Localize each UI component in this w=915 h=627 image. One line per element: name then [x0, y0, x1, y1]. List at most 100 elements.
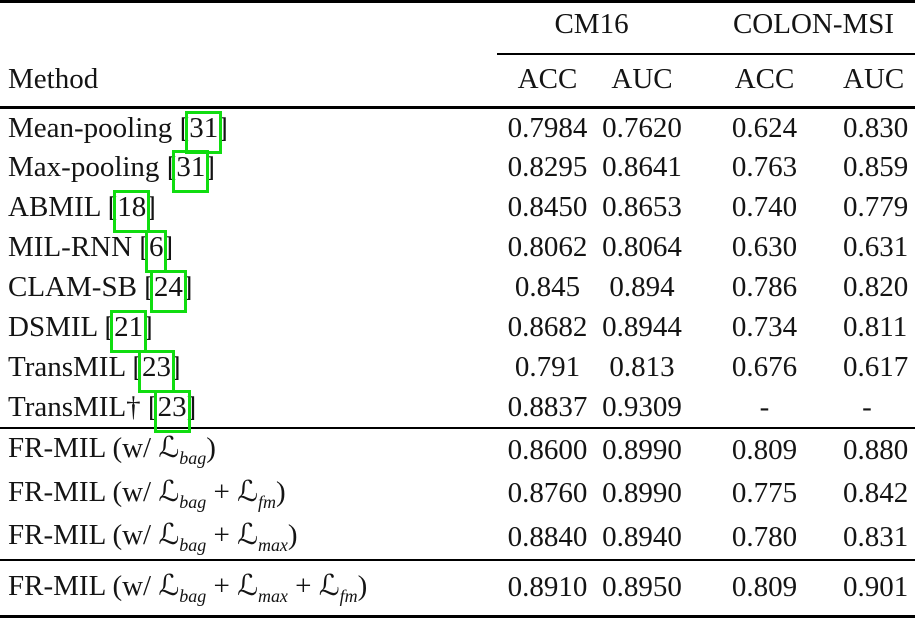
value-cell: 0.8950 — [602, 571, 682, 604]
citation-link[interactable]: [21] — [104, 310, 153, 354]
citation-highlight-box-icon — [153, 389, 191, 433]
method-cell: FR-MIL (w/ ℒbag + ℒmax) — [8, 517, 298, 556]
citation-number: 31 — [185, 110, 223, 154]
value-cell: 0.845 — [514, 271, 581, 304]
method-header: Method — [8, 63, 99, 96]
value-cell: 0.8837 — [507, 390, 588, 423]
citation-number: 31 — [172, 150, 210, 194]
table-row: FR-MIL (w/ ℒbag + ℒfm) 0.8760 0.8990 0.775 0… — [0, 472, 915, 516]
method-cell: Max-pooling [31] — [0, 148, 497, 194]
table-row: FR-MIL (w/ ℒbag + ℒmax) 0.8840 0.8940 0.780… — [0, 516, 915, 560]
value-cell: 0.8990 — [602, 477, 682, 510]
citation-number: 18 — [113, 190, 151, 234]
citation-number: 21 — [110, 310, 148, 354]
citation-link[interactable]: [18] — [108, 190, 156, 234]
frmil-full-row-group: FR-MIL (w/ ℒbag + ℒmax + ℒfm) 0.8910 0.895… — [0, 560, 915, 617]
loss-symbol: ℒ — [318, 568, 340, 603]
table-row: TransMIL† [23] 0.8837 0.9309 - - — [0, 388, 915, 433]
baseline-rows-group: Mean-pooling [31] 0.7984 0.7620 0.624 0.830 M… — [0, 108, 915, 433]
loss-subscript: bag — [179, 491, 207, 512]
table-row: Max-pooling [31] 0.8295 0.8641 0.763 0.859 — [0, 148, 915, 194]
citation-number: 23 — [138, 350, 176, 394]
col-group-cm16: CM16 — [497, 1, 687, 55]
value-cell: 0.7984 — [507, 111, 588, 144]
method-cell: DSMIL [21] — [0, 308, 497, 354]
value-cell: 0.617 — [843, 351, 909, 384]
method-cell: FR-MIL (w/ ℒbag + ℒmax + ℒfm) — [8, 568, 368, 606]
method-cell: FR-MIL (w/ ℒbag + ℒfm) — [8, 473, 286, 512]
value-cell: 0.9309 — [602, 390, 682, 423]
value-cell: 0.8944 — [602, 311, 682, 344]
value-cell: 0.740 — [731, 191, 798, 224]
loss-symbol: ℒ — [237, 517, 258, 552]
value-cell: 0.820 — [843, 271, 909, 304]
value-cell: 0.775 — [731, 477, 798, 510]
value-cell: 0.8295 — [507, 151, 588, 184]
citation-link[interactable]: [31] — [167, 150, 215, 194]
value-cell: 0.8641 — [602, 151, 682, 184]
table-row: DSMIL [21] 0.8682 0.8944 0.734 0.811 — [0, 308, 915, 354]
citation-link[interactable]: [23] — [132, 350, 181, 394]
value-cell: 0.7620 — [602, 111, 682, 144]
header-cm16-acc: ACC — [517, 63, 578, 96]
loss-subscript: bag — [179, 585, 207, 606]
value-cell: 0.624 — [731, 111, 798, 144]
citation-number: 23 — [153, 389, 191, 433]
table-row: MIL-RNN [6] 0.8062 0.8064 0.630 0.631 — [0, 228, 915, 274]
loss-subscript: fm — [257, 491, 276, 512]
table-row: TransMIL [23] 0.791 0.813 0.676 0.617 — [0, 348, 915, 394]
citation-link[interactable]: [31] — [180, 110, 228, 154]
loss-subscript: fm — [339, 585, 358, 606]
value-cell: 0.894 — [609, 271, 675, 304]
value-cell: 0.813 — [609, 351, 675, 384]
value-cell: 0.8910 — [507, 571, 588, 604]
loss-symbol: ℒ — [237, 568, 258, 603]
value-cell: 0.763 — [731, 151, 798, 184]
table-row: Mean-pooling [31] 0.7984 0.7620 0.624 0.830 — [0, 108, 915, 154]
value-cell: 0.676 — [731, 351, 798, 384]
value-cell: 0.631 — [843, 231, 909, 264]
method-cell: TransMIL [23] — [0, 348, 497, 394]
method-cell: ABMIL [18] — [0, 188, 497, 234]
value-cell: 0.779 — [843, 191, 909, 224]
loss-symbol: ℒ — [158, 473, 180, 508]
value-cell: 0.8760 — [507, 477, 588, 510]
value-cell: 0.780 — [731, 520, 798, 553]
value-cell: 0.859 — [843, 151, 909, 184]
method-cell: Mean-pooling [31] — [0, 108, 497, 154]
value-cell: 0.809 — [731, 433, 798, 466]
value-cell: 0.8064 — [602, 231, 682, 264]
value-cell: 0.831 — [843, 520, 909, 553]
loss-subscript: bag — [179, 448, 207, 469]
col-group-colon-msi: COLON-MSI — [686, 1, 915, 55]
loss-subscript: max — [257, 585, 288, 606]
citation-link[interactable]: [23] — [148, 389, 196, 433]
citation-link[interactable]: [24] — [144, 270, 193, 314]
table-row: CLAM-SB [24] 0.845 0.894 0.786 0.820 — [0, 268, 915, 314]
table-row: FR-MIL (w/ ℒbag + ℒmax + ℒfm) 0.8910 0.895… — [0, 560, 915, 617]
loss-symbol: ℒ — [158, 568, 180, 603]
frmil-ablation-rows-group: FR-MIL (w/ ℒbag) 0.8600 0.8990 0.809 0.880 FR… — [0, 428, 915, 560]
method-cell: TransMIL† [23] — [0, 388, 497, 433]
value-cell: 0.630 — [731, 231, 798, 264]
value-cell: - — [862, 390, 872, 423]
header-colonmsi-acc: ACC — [734, 63, 795, 96]
header-cm16-auc: AUC — [611, 63, 673, 96]
header-colonmsi-auc: AUC — [843, 63, 905, 96]
value-cell: - — [759, 390, 770, 423]
value-cell: 0.734 — [731, 311, 798, 344]
value-cell: 0.880 — [843, 433, 909, 466]
citation-number: 24 — [149, 270, 187, 314]
value-cell: 0.811 — [843, 311, 908, 344]
column-group-header-row: CM16 COLON-MSI — [0, 1, 915, 55]
value-cell: 0.791 — [514, 351, 581, 384]
empty-corner-cell — [0, 2, 497, 54]
value-cell: 0.8940 — [602, 520, 682, 553]
value-cell: 0.809 — [731, 571, 798, 604]
loss-subscript: bag — [179, 535, 207, 556]
value-cell: 0.8990 — [602, 433, 682, 466]
citation-link[interactable]: [6] — [139, 230, 173, 274]
value-cell: 0.842 — [843, 477, 909, 510]
